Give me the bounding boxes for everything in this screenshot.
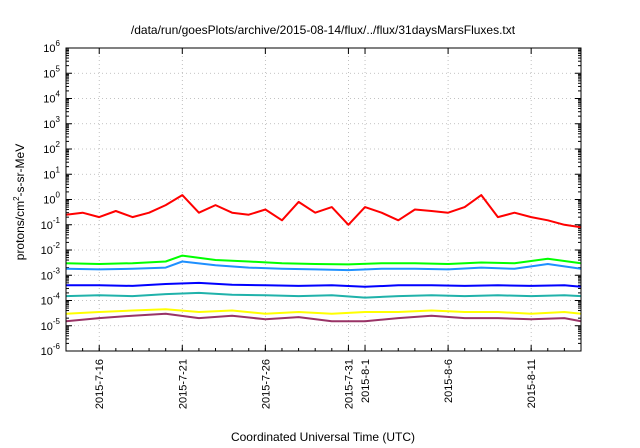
- y-tick-exponent: 5: [56, 64, 61, 73]
- y-tick-label: 10-1: [41, 216, 61, 232]
- x-tick-label: 2015-7-21: [177, 359, 189, 409]
- y-tick-base: 10: [43, 169, 55, 181]
- y-tick-label: 103: [43, 115, 60, 131]
- y-axis-label-post: -s-sr-MeV: [13, 144, 27, 197]
- x-tick-label: 2015-8-1: [360, 359, 372, 403]
- x-tick-label: 2015-7-31: [343, 359, 355, 409]
- series-group: [66, 194, 581, 323]
- y-tick-label: 104: [43, 90, 60, 106]
- x-axis: 2015-7-16 2015-7-21 2015-7-26 2015-7-31 2015…: [65, 48, 582, 409]
- y-tick-label: 10-3: [41, 266, 61, 282]
- y-tick-exponent: 1: [56, 165, 61, 174]
- chart-title: /data/run/goesPlots/archive/2015-08-14/f…: [131, 23, 516, 37]
- x-tick-label: 2015-7-26: [260, 359, 272, 409]
- y-tick-label: 100: [43, 191, 60, 207]
- series-line-2: [66, 254, 581, 266]
- y-tick-base: 10: [43, 68, 55, 80]
- x-tick-label: 2015-7-16: [94, 359, 106, 409]
- y-tick-exponent: -5: [53, 317, 61, 326]
- series-line-4: [66, 281, 581, 288]
- y-axis-label-sup: 2: [12, 196, 21, 201]
- y-tick-exponent: -1: [53, 216, 61, 225]
- x-axis-label: Coordinated Universal Time (UTC): [231, 430, 415, 444]
- y-tick-label: 10-2: [41, 241, 61, 257]
- y-tick-base: 10: [43, 94, 55, 106]
- y-tick-base: 10: [43, 144, 55, 156]
- y-tick-base: 10: [41, 321, 53, 333]
- y-tick-base: 10: [43, 43, 55, 55]
- y-tick-label: 105: [43, 64, 60, 80]
- y-tick-exponent: -6: [53, 342, 61, 351]
- y-tick-exponent: 0: [56, 191, 61, 200]
- series-line-1: [66, 194, 581, 229]
- y-tick-exponent: -3: [53, 266, 61, 275]
- series-line-7: [66, 312, 581, 323]
- plot-frame: [65, 47, 582, 352]
- y-axis-label: protons/cm2-s-sr-MeV: [12, 144, 27, 260]
- y-tick-exponent: 4: [56, 90, 61, 99]
- y-axis-label-pre: protons/cm: [13, 201, 27, 260]
- y-tick-label: 10-6: [41, 342, 61, 358]
- y-tick-base: 10: [41, 346, 53, 358]
- y-tick-base: 10: [43, 119, 55, 131]
- y-tick-label: 101: [43, 165, 60, 181]
- y-tick-label: 10-5: [41, 317, 61, 333]
- y-tick-label: 102: [43, 140, 60, 156]
- y-tick-base: 10: [43, 195, 55, 207]
- y-tick-exponent: 3: [56, 115, 61, 124]
- y-tick-exponent: 2: [56, 140, 61, 149]
- y-tick-exponent: -2: [53, 241, 61, 250]
- series-line-6: [66, 308, 581, 315]
- y-tick-label: 10-4: [41, 292, 61, 308]
- y-tick-exponent: -4: [53, 292, 61, 301]
- y-tick-label: 106: [43, 39, 60, 55]
- y-tick-base: 10: [41, 220, 53, 232]
- y-tick-base: 10: [41, 296, 53, 308]
- x-tick-label: 2015-8-6: [443, 359, 455, 403]
- series-line-3: [66, 260, 581, 272]
- y-tick-base: 10: [41, 270, 53, 282]
- series-line-5: [66, 291, 581, 299]
- y-tick-exponent: 6: [56, 39, 61, 48]
- grid: [66, 48, 581, 351]
- y-tick-base: 10: [41, 245, 53, 257]
- x-tick-label: 2015-8-11: [526, 359, 538, 408]
